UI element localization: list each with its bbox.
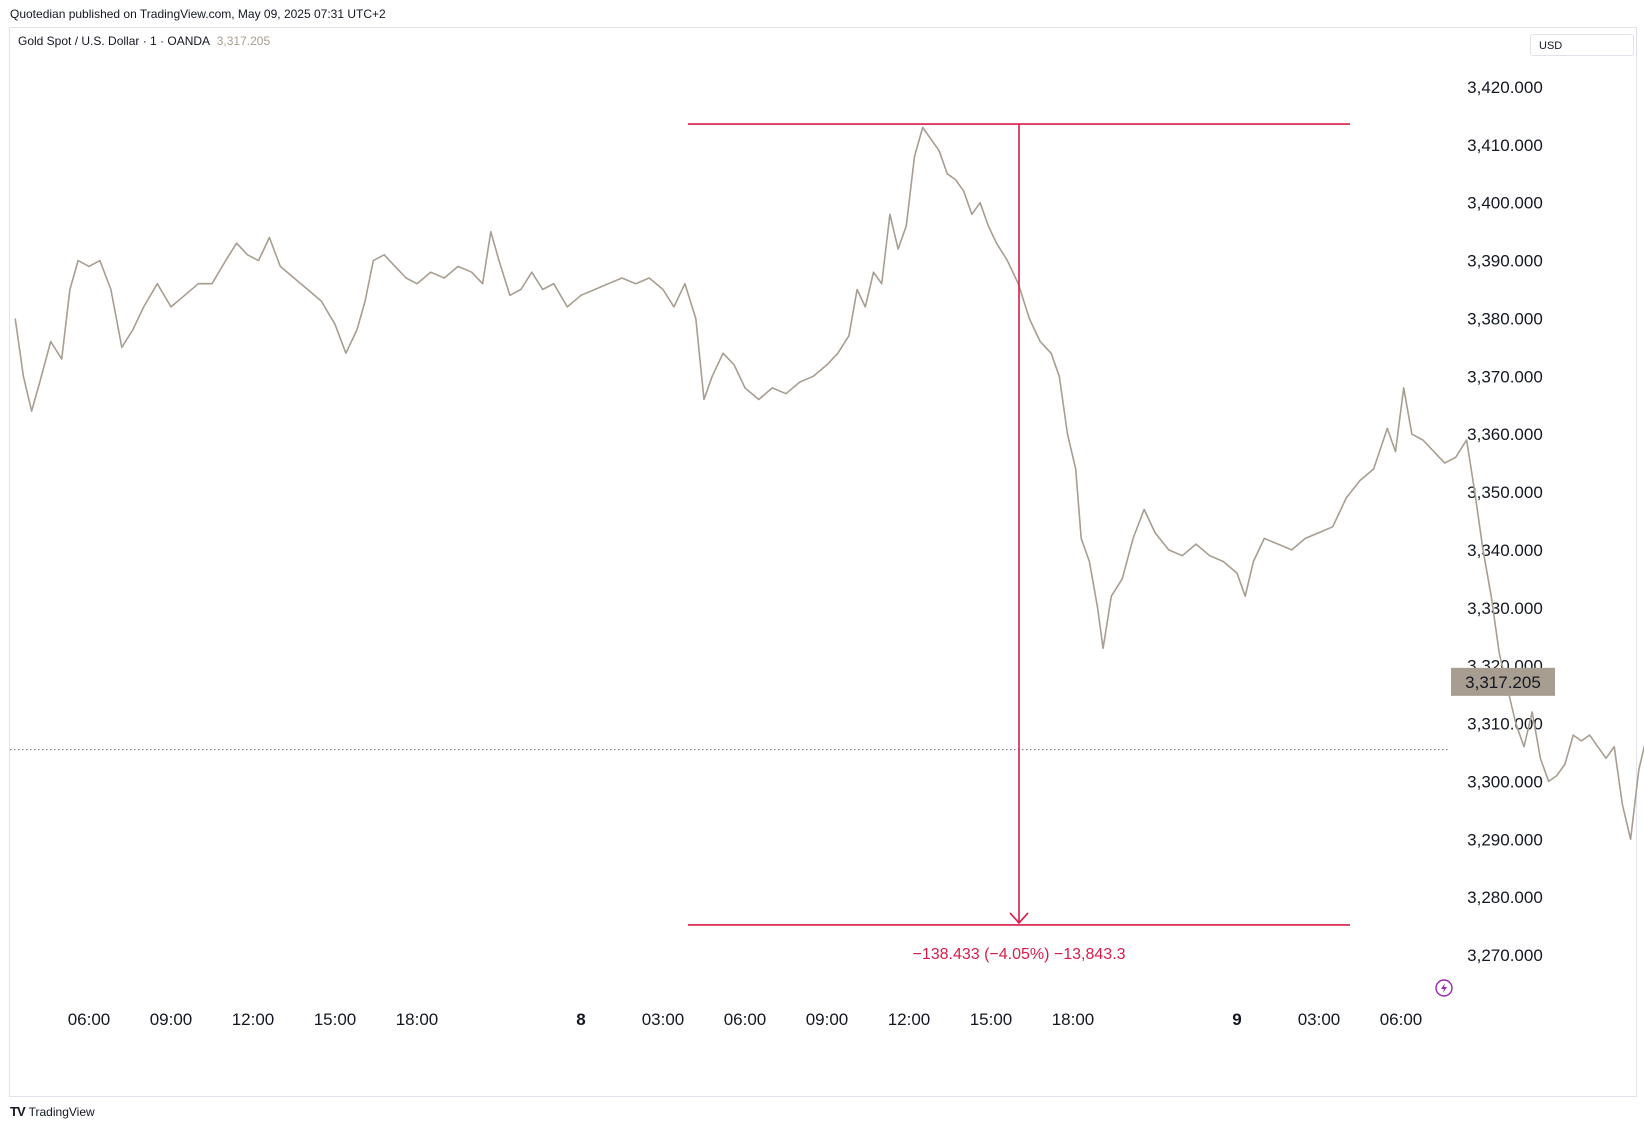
- x-tick-label: 15:00: [314, 1010, 357, 1029]
- y-tick-label: 3,270.000: [1467, 946, 1543, 965]
- x-tick-label: 03:00: [1298, 1010, 1341, 1029]
- y-tick-label: 3,400.000: [1467, 194, 1543, 213]
- x-tick-label: 9: [1232, 1010, 1241, 1029]
- x-tick-label: 06:00: [68, 1010, 111, 1029]
- x-tick-label: 8: [576, 1010, 585, 1029]
- y-axis: 3,420.000 3,410.000 3,400.000 3,390.000 3,38…: [1467, 78, 1543, 965]
- currency-selector[interactable]: USD: [1530, 34, 1634, 56]
- y-tick-label: 3,290.000: [1467, 830, 1543, 849]
- x-tick-label: 03:00: [642, 1010, 685, 1029]
- last-price-label: 3,317.205: [1465, 673, 1541, 692]
- measure-tool[interactable]: −138.433 (−4.05%) −13,843.3: [688, 123, 1350, 963]
- x-tick-label: 18:00: [396, 1010, 439, 1029]
- measure-label: −138.433 (−4.05%) −13,843.3: [912, 946, 1125, 963]
- y-tick-label: 3,350.000: [1467, 483, 1543, 502]
- x-tick-label: 15:00: [970, 1010, 1013, 1029]
- price-series-line: [14, 126, 1644, 841]
- y-tick-label: 3,310.000: [1467, 715, 1543, 734]
- x-tick-label: 12:00: [232, 1010, 275, 1029]
- y-tick-label: 3,300.000: [1467, 772, 1543, 791]
- x-tick-label: 09:00: [806, 1010, 849, 1029]
- y-tick-label: 3,330.000: [1467, 599, 1543, 618]
- y-tick-label: 3,370.000: [1467, 367, 1543, 386]
- measure-arrow-icon: [1009, 912, 1029, 925]
- x-tick-label: 12:00: [888, 1010, 931, 1029]
- y-tick-label: 3,420.000: [1467, 78, 1543, 97]
- x-tick-label: 06:00: [1380, 1010, 1423, 1029]
- lightning-bolt-icon: [1441, 983, 1447, 993]
- x-axis: 06:00 09:00 12:00 15:00 18:00 8 03:00 06:00 09:0…: [68, 1010, 1423, 1029]
- tradingview-brand[interactable]: TV TradingView: [10, 1104, 95, 1119]
- y-tick-label: 3,360.000: [1467, 425, 1543, 444]
- symbol-last-price: 3,317.205: [216, 34, 271, 48]
- last-price-group: 3,317.205: [1451, 667, 1555, 696]
- x-tick-label: 18:00: [1052, 1010, 1095, 1029]
- series-group: [14, 126, 1644, 841]
- last-price-label-bg: [1451, 667, 1555, 696]
- brand-name: TradingView: [28, 1104, 95, 1119]
- tradingview-logo-icon: TV: [10, 1104, 26, 1119]
- misc-group: [1435, 979, 1453, 997]
- y-tick-label: 3,280.000: [1467, 888, 1543, 907]
- symbol-name[interactable]: Gold Spot / U.S. Dollar · 1 · OANDA: [18, 34, 210, 48]
- symbol-legend[interactable]: Gold Spot / U.S. Dollar · 1 · OANDA 3,31…: [18, 34, 270, 48]
- x-tick-label: 09:00: [150, 1010, 193, 1029]
- y-tick-label: 3,380.000: [1467, 309, 1543, 328]
- y-tick-label: 3,410.000: [1467, 136, 1543, 155]
- y-tick-label: 3,340.000: [1467, 541, 1543, 560]
- chart-frame: [9, 27, 1637, 1097]
- published-caption: Quotedian published on TradingView.com, …: [10, 7, 386, 21]
- x-tick-label: 06:00: [724, 1010, 767, 1029]
- lightning-icon: [1435, 979, 1453, 997]
- y-tick-label: 3,390.000: [1467, 252, 1543, 271]
